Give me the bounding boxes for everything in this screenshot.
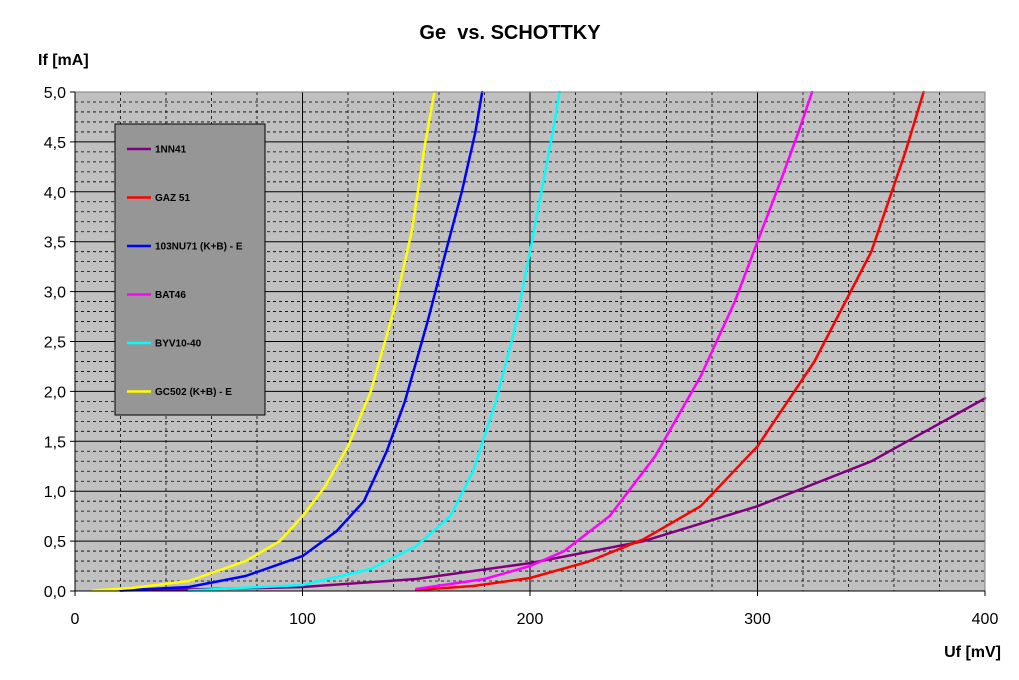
legend: 1NN41 GAZ 51 103NU71 (K+B) - E BAT46 BYV10-4… xyxy=(114,123,266,416)
series-line-byv10-40 xyxy=(187,90,561,592)
y-tick-label: 0,0 xyxy=(44,584,66,601)
legend-box xyxy=(114,123,266,416)
y-tick-label: 1,0 xyxy=(44,484,66,501)
series-line-gc502-k-b-e xyxy=(91,90,436,592)
x-tick-label: 400 xyxy=(972,611,999,628)
legend-label: BYV10-40 xyxy=(155,339,202,350)
series-line-103nu71-k-b-e xyxy=(119,90,484,592)
y-tick-label: 3,5 xyxy=(44,235,66,252)
legend-label: 1NN41 xyxy=(155,145,187,156)
y-tick-label: 4,5 xyxy=(44,135,66,152)
x-tick-label: 100 xyxy=(289,611,316,628)
y-tick-label: 0,5 xyxy=(44,534,66,551)
legend-items: 1NN41 GAZ 51 103NU71 (K+B) - E BAT46 BYV10-4… xyxy=(127,145,243,398)
y-axis-label: If [mA] xyxy=(38,52,89,69)
series-line-gaz-51 xyxy=(415,90,925,592)
axes: 0,0 0,5 1,0 1,5 2,0 2,5 3,0 3,5 4,0 4,5 5,0 0 100 200… xyxy=(44,85,999,628)
y-tick-label: 2,0 xyxy=(44,384,66,401)
y-tick-label: 1,5 xyxy=(44,434,66,451)
y-tick-label: 4,0 xyxy=(44,185,66,202)
y-tick-label: 2,5 xyxy=(44,335,66,352)
x-tick-label: 300 xyxy=(744,611,771,628)
legend-label: GAZ 51 xyxy=(155,193,190,204)
legend-label: 103NU71 (K+B) - E xyxy=(155,242,243,253)
y-tick-label: 5,0 xyxy=(44,85,66,102)
legend-label: GC502 (K+B) - E xyxy=(155,387,232,398)
legend-label: BAT46 xyxy=(155,290,186,301)
x-axis-label: Uf [mV] xyxy=(944,644,1001,661)
x-tick-label: 200 xyxy=(517,611,544,628)
y-tick-label: 3,0 xyxy=(44,285,66,302)
series-lines xyxy=(91,90,987,592)
series-line-bat46 xyxy=(415,90,814,591)
x-tick-label: 0 xyxy=(71,611,80,628)
chart-title: Ge vs. SCHOTTKY xyxy=(419,22,601,44)
